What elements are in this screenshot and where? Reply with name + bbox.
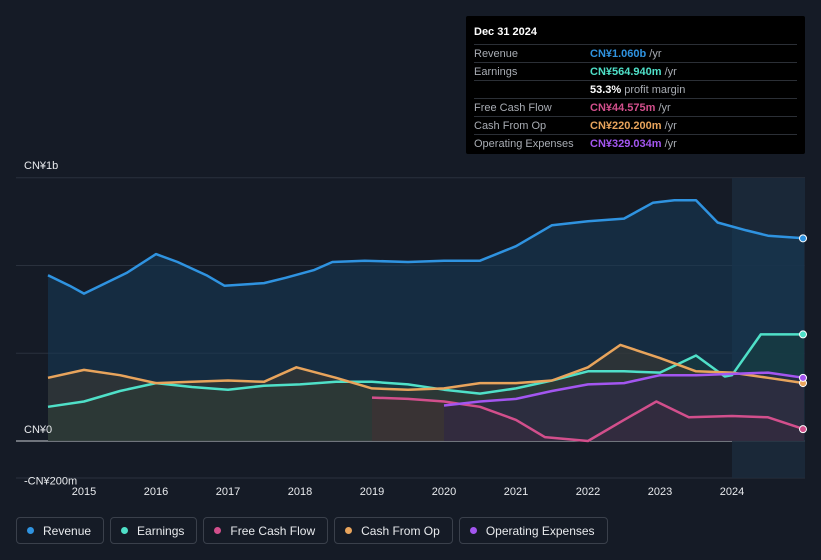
x-tick-label: 2015 (72, 486, 96, 498)
legend-item-revenue[interactable]: Revenue (16, 517, 105, 544)
legend-label: Free Cash Flow (230, 523, 316, 538)
earnings-line (47, 333, 804, 409)
tooltip-row-unit: /yr (664, 137, 677, 150)
y-axis-label: CN¥1b (24, 160, 58, 172)
tooltip-row-unit: /yr (664, 65, 677, 78)
tooltip-row: Free Cash Flow CN¥44.575m/yr (474, 98, 797, 116)
tooltip-row-label: Operating Expenses (474, 137, 574, 150)
y-axis-label: CN¥0 (24, 424, 52, 436)
legend-item-cash-from-op[interactable]: Cash From Op (334, 517, 453, 544)
free-cash-flow-endpoint (799, 425, 807, 434)
tooltip-date: Dec 31 2024 (474, 26, 537, 38)
legend-label: Revenue (43, 523, 92, 538)
legend-dot-icon (345, 527, 353, 534)
tooltip-row-value: 53.3% (590, 83, 622, 96)
tooltip-rows: Revenue CN¥1.060b/yr Earnings CN¥564.940m/y… (474, 44, 797, 152)
revenue-endpoint (799, 234, 807, 243)
tooltip-row-label: Earnings (474, 65, 518, 78)
series-endpoints (799, 234, 807, 434)
legend-dot-icon (214, 527, 222, 534)
revenue-line (47, 198, 805, 295)
tooltip-row-unit: /yr (664, 119, 677, 132)
tooltip-row-value: CN¥564.940m (590, 65, 662, 78)
tooltip-row-label: Cash From Op (474, 119, 547, 132)
tooltip-row-unit: /yr (649, 47, 662, 60)
legend-label: Cash From Op (361, 523, 440, 538)
tooltip-row: 53.3% profit margin (474, 80, 797, 98)
operating-expenses-area (444, 372, 804, 441)
y-axis-label: -CN¥200m (24, 476, 77, 488)
tooltip-row-value: CN¥220.200m (590, 119, 662, 132)
legend-dot-icon (27, 527, 34, 534)
operating-expenses-endpoint (799, 373, 807, 382)
tooltip-row-unit: profit margin (624, 83, 686, 96)
y-axis-labels: CN¥1b CN¥0 -CN¥200m (24, 160, 77, 488)
legend-item-operating-expenses[interactable]: Operating Expenses (458, 517, 608, 544)
x-tick-label: 2024 (720, 486, 744, 498)
operating-expenses-line (443, 371, 805, 407)
tooltip-row-value: CN¥1.060b (590, 47, 647, 60)
tooltip-row: Operating Expenses CN¥329.034m/yr (474, 134, 797, 152)
tooltip-row: Cash From Op CN¥220.200m/yr (474, 116, 797, 134)
tooltip-row: Earnings CN¥564.940m/yr (474, 62, 797, 80)
x-tick-label: 2017 (216, 486, 240, 498)
legend-item-earnings[interactable]: Earnings (110, 517, 198, 544)
tooltip-row-value: CN¥329.034m (590, 137, 662, 150)
legend-item-free-cash-flow[interactable]: Free Cash Flow (203, 517, 329, 544)
series-areas (48, 200, 804, 441)
x-tick-label: 2018 (288, 486, 312, 498)
legend-label: Earnings (137, 523, 185, 538)
tooltip-row-label: Revenue (474, 47, 519, 60)
legend-dot-icon (121, 527, 129, 534)
tooltip-row-label: Free Cash Flow (474, 101, 552, 114)
x-axis-ticks: 2015 2016 2017 2018 2019 2020 2021 2022 2023 2024 (72, 486, 744, 498)
data-tooltip: Dec 31 2024 Revenue CN¥1.060b/yr Earnings C… (466, 16, 805, 154)
x-tick-label: 2019 (360, 486, 384, 498)
x-tick-label: 2023 (648, 486, 672, 498)
x-tick-label: 2020 (432, 486, 456, 498)
tooltip-row-unit: /yr (658, 101, 671, 114)
tooltip-row: Revenue CN¥1.060b/yr (474, 44, 797, 62)
chart-legend: Revenue Earnings Free Cash Flow Cash From O… (16, 517, 608, 544)
series-lines (47, 198, 805, 443)
free-cash-flow-line (371, 396, 805, 443)
legend-dot-icon (469, 527, 477, 534)
cash-from-op-line (47, 343, 805, 391)
legend-label: Operating Expenses (485, 523, 595, 538)
tooltip-row-value: CN¥44.575m (590, 101, 656, 114)
x-tick-label: 2021 (504, 486, 528, 498)
earnings-endpoint (799, 330, 807, 339)
x-tick-label: 2016 (144, 486, 168, 498)
x-tick-label: 2022 (576, 486, 600, 498)
